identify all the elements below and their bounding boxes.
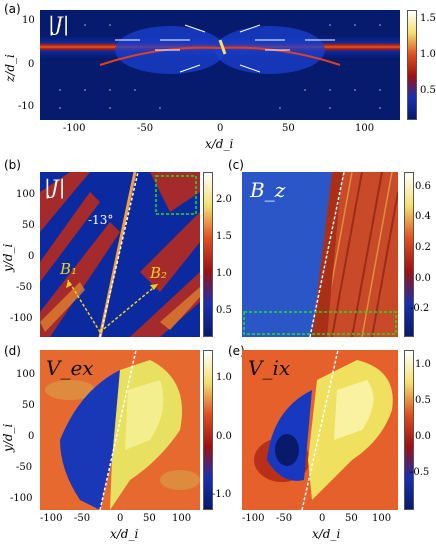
panel-d-xlabel: x/d_i: [110, 527, 139, 541]
panel-c-colorbar: [404, 172, 414, 337]
panel-d-xtick: 0: [117, 513, 124, 524]
panel-d-ytick: -100: [10, 493, 33, 504]
panel-b-cbar-tick: 1.5: [216, 231, 232, 242]
panel-c-label: B_z: [250, 178, 286, 202]
panel-c-cbar-tick: -0.2: [410, 303, 430, 314]
panel-a-xtick: -50: [137, 123, 154, 134]
panel-d-xtick: 100: [172, 513, 192, 524]
panel-b-tag: (b): [4, 158, 21, 172]
panel-d-colorbar: [203, 350, 213, 510]
panel-a-ylabel: z/d_i: [3, 54, 17, 82]
panel-b-cbar-tick: 1.0: [216, 268, 232, 279]
panel-d-xtick: -50: [74, 513, 91, 524]
panel-a-cbar-tick: 0.5: [420, 85, 436, 96]
panel-e-cbar-tick: 0.5: [415, 395, 431, 406]
panel-d-xtick: 50: [143, 513, 156, 524]
panel-a-ytick: 0: [28, 59, 35, 70]
panel-a-ytick: 10: [22, 15, 35, 26]
panel-c-plot: [242, 172, 398, 337]
panel-a-xtick: 0: [217, 123, 224, 134]
panel-e-cbar-tick: -0.5: [410, 467, 430, 478]
panel-c-tag: (c): [228, 158, 244, 172]
panel-c-cbar-tick: 0.2: [415, 242, 431, 253]
panel-b-cbar-tick: 2.0: [216, 194, 232, 205]
panel-c-cbar-tick: 0.6: [415, 181, 431, 192]
panel-b-ytick: 0: [28, 251, 35, 262]
panel-a-xlabel: x/d_i: [205, 137, 234, 151]
panel-e-colorbar: [404, 350, 414, 510]
panel-a-ytick: -10: [18, 101, 35, 112]
panel-a-plot: [40, 10, 400, 120]
panel-b-ytick: 50: [22, 220, 35, 231]
panel-d-ytick: -50: [16, 462, 33, 473]
panel-e-plot: [242, 350, 398, 510]
panel-d-plot: [40, 350, 200, 510]
panel-d-label: V_ex: [46, 356, 94, 380]
panel-d-cbar-tick: -1.0: [212, 489, 232, 500]
panel-a-cbar-tick: 1.0: [420, 49, 436, 60]
panel-b-colorbar: [203, 172, 213, 337]
panel-a-colorbar: [407, 10, 417, 120]
panel-a-tag: (a): [4, 2, 21, 16]
panel-e-xtick: -100: [242, 513, 265, 524]
panel-e-cbar-tick: 1.0: [415, 359, 431, 370]
panel-d-tag: (d): [4, 344, 21, 358]
panel-c-cbar-tick: 0.4: [415, 211, 431, 222]
panel-b-ytick: 100: [16, 189, 36, 200]
panel-d-cbar-tick: 0.0: [216, 431, 232, 442]
panel-b-ytick: -50: [16, 282, 33, 293]
panel-d-ytick: 50: [22, 400, 35, 411]
panel-b-ylabel: y/d_i: [1, 243, 15, 272]
panel-e-xtick: 0: [319, 513, 326, 524]
panel-e-xtick: 100: [372, 513, 392, 524]
panel-e-tag: (e): [228, 344, 245, 358]
panel-a-label: |J|: [48, 12, 70, 36]
panel-e-xlabel: x/d_i: [312, 527, 341, 541]
panel-c-cbar-tick: 0.0: [415, 273, 431, 284]
panel-b-label: |J|: [44, 175, 66, 199]
panel-e-xtick: -50: [276, 513, 293, 524]
panel-d-cbar-tick: 1.0: [216, 372, 232, 383]
panel-b-plot: [40, 172, 200, 337]
panel-d-xtick: -100: [40, 513, 63, 524]
panel-e-xtick: 50: [345, 513, 358, 524]
panel-a-xtick: -100: [63, 123, 86, 134]
panel-d-ytick: 100: [16, 369, 36, 380]
panel-b-ytick: -100: [10, 313, 33, 324]
panel-e-label: V_ix: [248, 356, 291, 380]
panel-a-xtick: 50: [282, 123, 295, 134]
panel-b-b2: B₂: [150, 264, 168, 282]
panel-e-cbar-tick: 0.0: [415, 431, 431, 442]
panel-b-angle: -13°: [88, 213, 114, 227]
panel-d-ylabel: y/d_i: [1, 423, 15, 452]
panel-b-cbar-tick: 0.5: [216, 305, 232, 316]
panel-b-b1: B₁: [60, 260, 78, 278]
panel-d-ytick: 0: [28, 431, 35, 442]
panel-a-xtick: 100: [355, 123, 375, 134]
panel-a-cbar-tick: 1.5: [420, 13, 436, 24]
